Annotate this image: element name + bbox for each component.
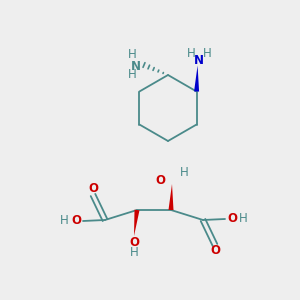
Text: H: H bbox=[130, 247, 138, 260]
Polygon shape bbox=[194, 65, 199, 92]
Text: O: O bbox=[129, 236, 139, 248]
Text: H: H bbox=[128, 68, 136, 82]
Text: O: O bbox=[71, 214, 81, 227]
Text: H: H bbox=[239, 212, 248, 226]
Text: O: O bbox=[227, 212, 237, 226]
Text: O: O bbox=[210, 244, 220, 257]
Text: N: N bbox=[131, 59, 141, 73]
Polygon shape bbox=[134, 210, 140, 236]
Polygon shape bbox=[169, 184, 173, 210]
Text: O: O bbox=[88, 182, 98, 196]
Text: H: H bbox=[60, 214, 69, 227]
Text: H: H bbox=[180, 166, 189, 178]
Text: H: H bbox=[187, 47, 196, 60]
Text: H: H bbox=[203, 47, 212, 60]
Text: H: H bbox=[128, 49, 136, 62]
Text: N: N bbox=[194, 54, 204, 67]
Text: O: O bbox=[155, 173, 165, 187]
